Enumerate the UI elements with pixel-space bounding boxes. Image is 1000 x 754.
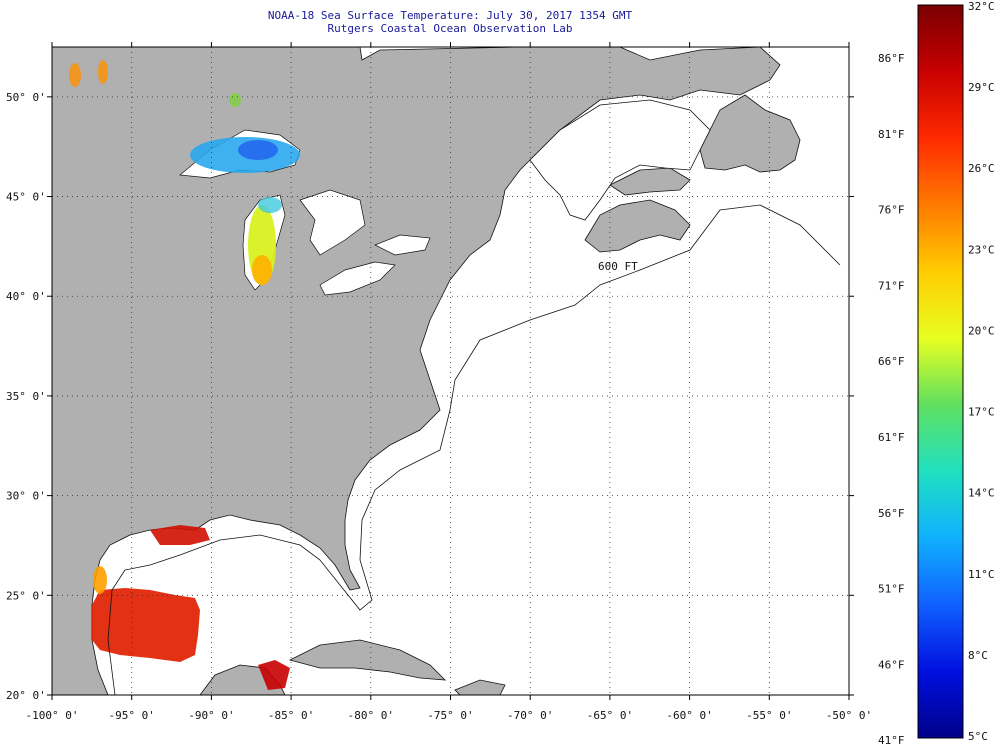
- lon-tick-label: -90° 0': [188, 709, 234, 722]
- sst-mexico-coast-warm: [93, 566, 107, 594]
- colorbar-fahrenheit-label: 71°F: [878, 279, 905, 292]
- lon-tick-label: -80° 0': [348, 709, 394, 722]
- lat-tick-label: 40° 0': [6, 290, 46, 303]
- colorbar-celsius-label: 20°C: [968, 324, 995, 337]
- lake-ontario: [374, 234, 431, 256]
- sst-lake-michigan-warm: [252, 255, 272, 285]
- colorbar-fahrenheit-label: 76°F: [878, 204, 905, 217]
- land-nova-scotia: [584, 199, 691, 253]
- land-gaspe: [609, 167, 691, 196]
- land-newfoundland: [699, 94, 801, 173]
- colorbar-celsius-label: 26°C: [968, 162, 995, 175]
- colorbar-fahrenheit-label: 81°F: [878, 128, 905, 141]
- colorbar-fahrenheit-label: 46°F: [878, 658, 905, 671]
- lon-tick-label: -50° 0': [826, 709, 872, 722]
- colorbar-celsius-label: 5°C: [968, 730, 988, 743]
- lon-tick-label: -95° 0': [109, 709, 155, 722]
- colorbar-fahrenheit-label: 66°F: [878, 355, 905, 368]
- lon-tick-label: -60° 0': [666, 709, 712, 722]
- sst-texas-coast: [150, 525, 210, 545]
- lon-tick-label: -65° 0': [587, 709, 633, 722]
- colorbar-fahrenheit-label: 86°F: [878, 52, 905, 65]
- colorbar-fahrenheit-label: 56°F: [878, 507, 905, 520]
- lat-tick-label: 35° 0': [6, 390, 46, 403]
- colorbar: [917, 4, 964, 739]
- map-grid: [52, 47, 849, 695]
- sst-green-bay: [258, 197, 282, 213]
- sst-north-lake-orange-2: [98, 60, 108, 84]
- land-hispaniola: [454, 679, 506, 695]
- map-subtitle: Rutgers Coastal Ocean Observation Lab: [327, 22, 573, 35]
- gulf-st-lawrence: [529, 99, 711, 221]
- lake-erie: [319, 261, 396, 296]
- colorbar-fahrenheit-label: 51°F: [878, 583, 905, 596]
- lat-tick-label: 45° 0': [6, 191, 46, 204]
- colorbar-celsius-label: 23°C: [968, 243, 995, 256]
- colorbar-celsius-label: 17°C: [968, 406, 995, 419]
- colorbar-celsius-label: 29°C: [968, 81, 995, 94]
- land-north-america: [52, 47, 781, 695]
- map-area: 600 FT: [52, 47, 841, 695]
- lat-tick-label: 20° 0': [6, 689, 46, 702]
- isobath-label: 600 FT: [598, 260, 638, 273]
- lon-tick-label: -55° 0': [746, 709, 792, 722]
- colorbar-fahrenheit-label: 41°F: [878, 734, 905, 747]
- sst-north-lake-orange: [69, 63, 81, 87]
- lat-tick-label: 50° 0': [6, 91, 46, 104]
- sst-lake-superior-cold: [238, 140, 278, 160]
- sst-gulf-of-mexico: [92, 588, 200, 662]
- axis-ticks: -100° 0' -95° 0' -90° 0' -85° 0' -80° 0' -75°…: [6, 42, 872, 722]
- colorbar-celsius-label: 32°C: [968, 0, 995, 13]
- lat-tick-label: 30° 0': [6, 490, 46, 503]
- map-title: NOAA-18 Sea Surface Temperature: July 30…: [267, 9, 633, 22]
- lon-tick-label: -85° 0': [268, 709, 314, 722]
- colorbar-celsius-label: 11°C: [968, 568, 995, 581]
- lon-tick-label: -75° 0': [427, 709, 473, 722]
- lon-tick-label: -70° 0': [507, 709, 553, 722]
- colorbar-fahrenheit-label: 61°F: [878, 431, 905, 444]
- colorbar-celsius-label: 14°C: [968, 487, 995, 500]
- colorbar-labels: 32°C 29°C 26°C 23°C 20°C 17°C 14°C 11°C 8°C 5°C 86…: [878, 0, 995, 747]
- sst-north-lake-green: [229, 93, 241, 107]
- lake-huron: [299, 189, 366, 256]
- land-cuba: [288, 639, 447, 681]
- lat-tick-label: 25° 0': [6, 589, 46, 602]
- isobath-600ft: [107, 204, 841, 695]
- colorbar-celsius-label: 8°C: [968, 649, 988, 662]
- sst-yucatan-channel: [258, 660, 290, 690]
- lon-tick-label: -100° 0': [26, 709, 79, 722]
